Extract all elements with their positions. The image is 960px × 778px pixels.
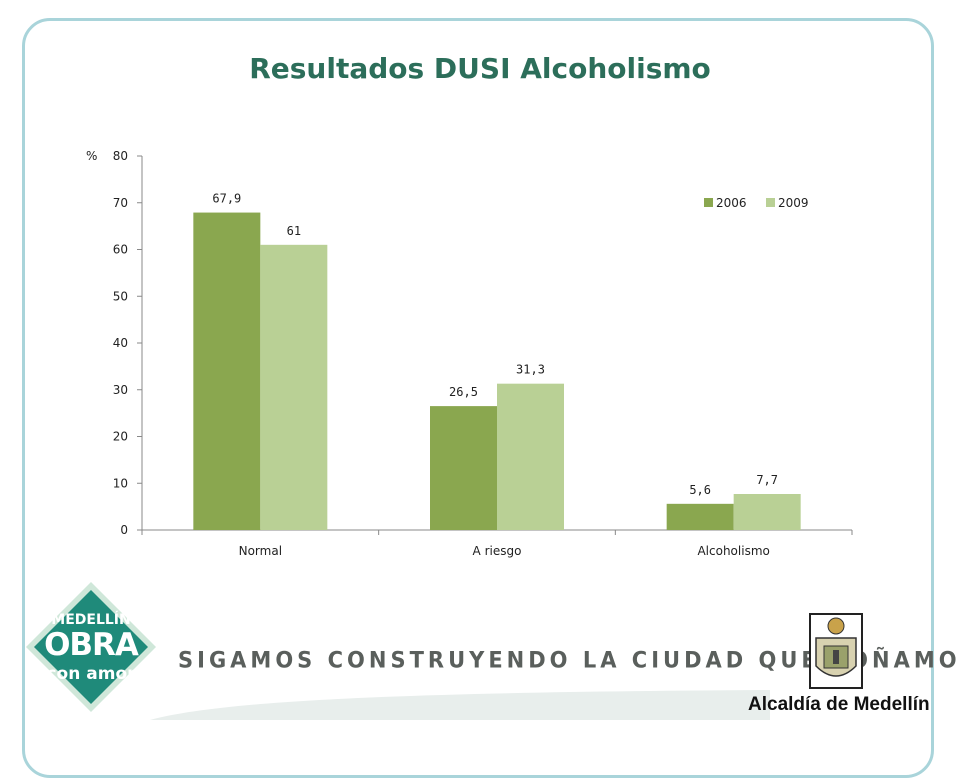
- x-category-label: Alcoholismo: [697, 544, 769, 558]
- bar-2006-normal: [193, 212, 261, 530]
- legend-label: 2009: [778, 196, 809, 210]
- data-label: 7,7: [756, 473, 778, 487]
- bar-2009-normal: [260, 244, 328, 530]
- medellin-badge-logo: MEDELLÍN OBRA con amor: [22, 578, 160, 716]
- x-category-label: A riesgo: [473, 544, 522, 558]
- y-tick-label: 60: [113, 243, 128, 257]
- institution-name: Alcaldía de Medellín: [748, 694, 930, 715]
- y-tick-label: 30: [113, 383, 128, 397]
- y-tick-label: 40: [113, 336, 128, 350]
- y-tick-label: 50: [113, 289, 128, 303]
- data-label: 67,9: [212, 192, 241, 206]
- badge-line2: OBRA: [44, 627, 139, 663]
- bar-2009-alcoholismo: [733, 494, 801, 530]
- bar-chart: 0 10 20 30 40 50 60 70 80% Normal 67,9 61 A riesgo 26…: [86, 149, 853, 558]
- legend-label: 2006: [716, 196, 747, 210]
- badge-shape-icon: [26, 582, 156, 712]
- legend-swatch-2006: [704, 198, 713, 207]
- y-tick-label: 10: [113, 476, 128, 490]
- coat-of-arms-icon: [809, 613, 863, 689]
- y-tick-label: 20: [113, 430, 128, 444]
- bar-2009-a-riesgo: [497, 383, 564, 530]
- chart-title: Resultados DUSI Alcoholismo: [249, 52, 711, 85]
- bar-2006-a-riesgo: [430, 406, 497, 530]
- y-tick-label: 0: [120, 523, 128, 537]
- data-label: 31,3: [516, 363, 545, 377]
- data-label: 5,6: [689, 483, 711, 497]
- badge-line3: con amor: [46, 664, 136, 684]
- data-label: 61: [287, 224, 301, 238]
- badge-line1: MEDELLÍN: [51, 612, 131, 628]
- y-unit-label: %: [86, 149, 97, 163]
- y-tick-label: 70: [113, 196, 128, 210]
- slide-frame: [22, 18, 934, 778]
- legend-swatch-2009: [766, 198, 775, 207]
- footer-swoosh: [150, 690, 770, 720]
- bar-2006-alcoholismo: [666, 503, 734, 530]
- data-label: 26,5: [449, 385, 478, 399]
- x-category-label: Normal: [239, 544, 282, 558]
- y-tick-label: 80: [113, 149, 128, 163]
